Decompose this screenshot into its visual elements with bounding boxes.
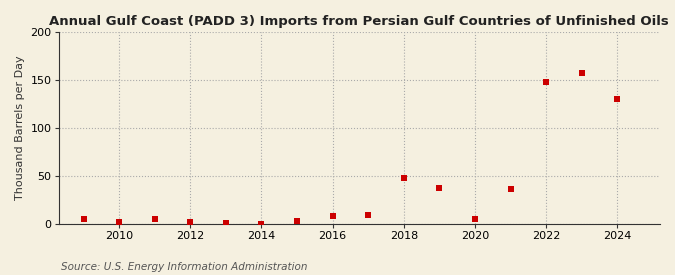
Point bbox=[327, 214, 338, 218]
Y-axis label: Thousand Barrels per Day: Thousand Barrels per Day bbox=[15, 56, 25, 200]
Point bbox=[78, 217, 89, 221]
Point bbox=[398, 175, 409, 180]
Point bbox=[221, 221, 232, 225]
Title: Annual Gulf Coast (PADD 3) Imports from Persian Gulf Countries of Unfinished Oil: Annual Gulf Coast (PADD 3) Imports from … bbox=[49, 15, 669, 28]
Point bbox=[113, 220, 124, 224]
Text: Source: U.S. Energy Information Administration: Source: U.S. Energy Information Administ… bbox=[61, 262, 307, 272]
Point bbox=[470, 217, 481, 221]
Point bbox=[612, 97, 623, 101]
Point bbox=[185, 220, 196, 224]
Point bbox=[149, 217, 160, 221]
Point bbox=[362, 213, 373, 217]
Point bbox=[576, 71, 587, 75]
Point bbox=[541, 80, 551, 84]
Point bbox=[292, 219, 302, 223]
Point bbox=[256, 222, 267, 226]
Point bbox=[434, 186, 445, 191]
Point bbox=[505, 187, 516, 191]
